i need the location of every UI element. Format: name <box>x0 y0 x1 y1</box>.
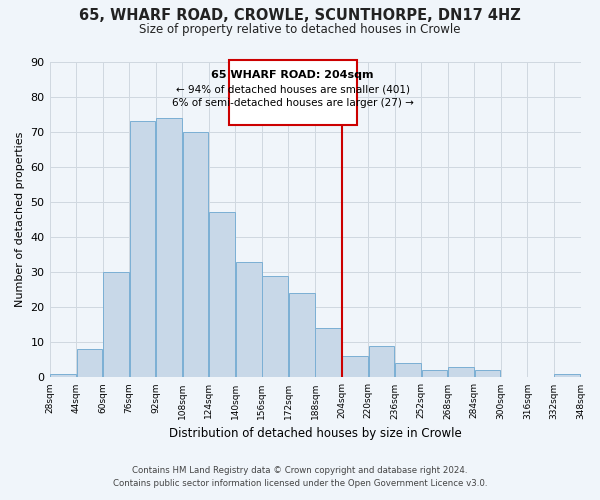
Bar <box>475 370 500 378</box>
Text: 65 WHARF ROAD: 204sqm: 65 WHARF ROAD: 204sqm <box>211 70 374 81</box>
Text: 6% of semi-detached houses are larger (27) →: 6% of semi-detached houses are larger (2… <box>172 98 413 108</box>
Text: Contains HM Land Registry data © Crown copyright and database right 2024.: Contains HM Land Registry data © Crown c… <box>132 466 468 475</box>
Bar <box>554 374 580 378</box>
Bar <box>209 212 235 378</box>
Bar <box>448 367 474 378</box>
Text: Size of property relative to detached houses in Crowle: Size of property relative to detached ho… <box>139 22 461 36</box>
Text: Contains public sector information licensed under the Open Government Licence v3: Contains public sector information licen… <box>113 478 487 488</box>
Bar <box>316 328 341 378</box>
Bar <box>368 346 394 378</box>
Bar <box>395 364 421 378</box>
Bar <box>77 350 102 378</box>
Text: ← 94% of detached houses are smaller (401): ← 94% of detached houses are smaller (40… <box>176 84 410 94</box>
Bar <box>236 262 262 378</box>
Bar <box>262 276 288 378</box>
Text: 65, WHARF ROAD, CROWLE, SCUNTHORPE, DN17 4HZ: 65, WHARF ROAD, CROWLE, SCUNTHORPE, DN17… <box>79 8 521 22</box>
Bar <box>422 370 448 378</box>
Bar <box>50 374 76 378</box>
Bar <box>156 118 182 378</box>
Bar <box>342 356 368 378</box>
X-axis label: Distribution of detached houses by size in Crowle: Distribution of detached houses by size … <box>169 427 461 440</box>
Bar <box>182 132 208 378</box>
Bar <box>130 121 155 378</box>
Bar <box>289 293 314 378</box>
Y-axis label: Number of detached properties: Number of detached properties <box>15 132 25 307</box>
Bar <box>103 272 129 378</box>
Bar <box>229 60 356 124</box>
